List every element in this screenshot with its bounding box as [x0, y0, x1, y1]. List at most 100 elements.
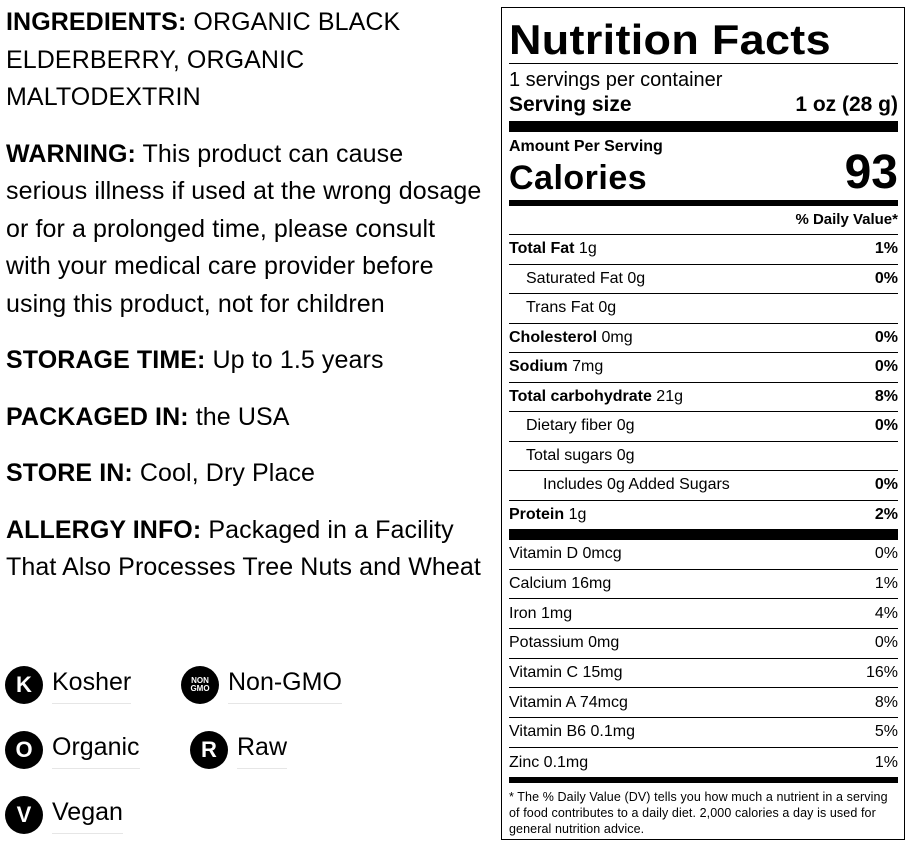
warning: WARNING: This product can cause serious … [6, 136, 486, 324]
vitamin-pct: 4% [874, 604, 898, 622]
vitamin-name: Calcium 16mg [509, 575, 612, 593]
organic-icon: O [5, 731, 43, 769]
nutrient-amount: 1g [574, 240, 597, 258]
ingredients-value: ORGANIC BLACK ELDERBERRY, ORGANIC MALTOD… [6, 8, 401, 111]
vitamin-row-vitamin-a: Vitamin A 74mcg 8% [509, 688, 898, 719]
vitamin-name: Vitamin C 15mg [509, 664, 623, 682]
ingredients: INGREDIENTS: ORGANIC BLACK ELDERBERRY, O… [6, 4, 486, 117]
badge-raw[interactable]: R Raw [190, 730, 288, 770]
vitamin-pct: 0% [874, 545, 898, 563]
nutrient-pct: 8% [874, 387, 898, 405]
vitamin-pct: 1% [874, 753, 898, 771]
calories-label: Calories [509, 159, 648, 197]
nutrient-name: Dietary fiber 0g [526, 417, 635, 435]
calories-value: 93 [844, 146, 898, 199]
nutrient-name: Total carbohydrate [509, 387, 652, 405]
nutrient-amount: 1g [564, 505, 587, 523]
vitamin-pct: 0% [874, 634, 898, 652]
vitamin-row-calcium: Calcium 16mg 1% [509, 570, 898, 600]
divider [509, 63, 898, 64]
vitamin-row-vitamin-c: Vitamin C 15mg 16% [509, 659, 898, 689]
nutrient-name: Cholesterol [509, 328, 598, 346]
nutrient-name: Total Fat [509, 240, 575, 258]
ingredients-label: INGREDIENTS: [6, 8, 187, 36]
nutrient-pct: 0% [874, 476, 898, 494]
packaged-in: PACKAGED IN: the USA [6, 399, 486, 437]
non-gmo-icon: NON GMO [181, 666, 219, 704]
nutrient-pct: 1% [874, 240, 898, 258]
nutrient-name: Saturated Fat 0g [526, 269, 646, 287]
badge-vegan-label: Vegan [52, 797, 123, 834]
nutrient-pct: 0% [874, 358, 898, 376]
nutrient-row-total-fat: Total Fat 1g 1% [509, 234, 898, 264]
nutrient-amount: 21g [651, 387, 683, 405]
vitamin-pct: 8% [874, 693, 898, 711]
nutrient-row-cholesterol: Cholesterol 0mg 0% [509, 322, 898, 353]
nutrient-name: Protein [509, 505, 565, 523]
badge-non-gmo-label: Non-GMO [228, 667, 342, 704]
vitamin-row-vitamin-b6: Vitamin B6 0.1mg 5% [509, 718, 898, 748]
nutrient-row-added-sugars: Includes 0g Added Sugars 0% [509, 470, 898, 500]
vitamin-pct: 16% [865, 664, 898, 682]
badge-kosher-label: Kosher [52, 667, 132, 704]
nutrient-name: Includes 0g Added Sugars [543, 476, 730, 494]
allergy-info: ALLERGY INFO: Packaged in a Facility Tha… [6, 512, 486, 587]
kosher-icon: K [5, 666, 43, 704]
badge-organic-label: Organic [52, 732, 140, 769]
product-details: INGREDIENTS: ORGANIC BLACK ELDERBERRY, O… [6, 4, 486, 606]
packaged-in-label: PACKAGED IN: [6, 402, 189, 431]
raw-icon: R [190, 731, 228, 769]
nutrient-row-saturated-fat: Saturated Fat 0g 0% [509, 263, 898, 294]
nutrient-pct: 0% [874, 417, 898, 435]
daily-value-header: % Daily Value* [795, 211, 898, 228]
vitamin-row-iron: Iron 1mg 4% [509, 599, 898, 630]
serving-size-label: Serving size [509, 93, 632, 116]
storage-time: STORAGE TIME: Up to 1.5 years [6, 342, 486, 380]
vitamin-name: Vitamin A 74mcg [509, 693, 628, 711]
badge-organic[interactable]: O Organic [5, 730, 140, 770]
servings-per-container: 1 servings per container [509, 69, 723, 91]
packaged-in-value: the USA [188, 402, 290, 431]
store-in-value: Cool, Dry Place [132, 459, 316, 487]
nutrient-row-trans-fat: Trans Fat 0g [509, 293, 898, 323]
nutrient-pct: 0% [874, 328, 898, 346]
vitamin-name: Vitamin B6 0.1mg [509, 723, 635, 741]
storage-time-value: Up to 1.5 years [205, 346, 384, 374]
vitamin-row-zinc: Zinc 0.1mg 1% [509, 748, 898, 778]
thick-divider [509, 529, 898, 540]
badge-kosher[interactable]: K Kosher [5, 665, 132, 705]
nutrient-amount: 0mg [597, 328, 633, 346]
non-gmo-icon-text: NON GMO [190, 676, 210, 693]
serving-size-value: 1 oz (28 g) [795, 93, 898, 116]
allergy-info-label: ALLERGY INFO: [6, 515, 202, 544]
nutrition-facts-panel: Nutrition Facts 1 servings per container… [501, 7, 905, 840]
badge-raw-label: Raw [237, 732, 288, 769]
badge-vegan[interactable]: V Vegan [5, 795, 123, 835]
nutrient-row-sodium: Sodium 7mg 0% [509, 352, 898, 382]
vitamin-row-potassium: Potassium 0mg 0% [509, 629, 898, 659]
store-in-label: STORE IN: [6, 459, 133, 487]
thick-divider [509, 776, 898, 783]
nutrient-row-protein: Protein 1g 2% [509, 499, 898, 530]
nutrient-name: Sodium [509, 358, 568, 376]
amount-per-serving: Amount Per Serving [509, 138, 663, 155]
badge-non-gmo[interactable]: NON GMO Non-GMO [181, 665, 342, 705]
vitamin-name: Vitamin D 0mcg [509, 545, 622, 563]
vitamin-pct: 5% [874, 723, 898, 741]
store-in: STORE IN: Cool, Dry Place [6, 455, 486, 493]
nutrition-facts-title: Nutrition Facts [509, 16, 831, 63]
nutrient-pct: 0% [874, 269, 898, 287]
nutrient-row-total-sugars: Total sugars 0g [509, 440, 898, 471]
serving-size-row: Serving size 1 oz (28 g) [509, 92, 898, 118]
vitamin-pct: 1% [874, 575, 898, 593]
vitamin-name: Potassium 0mg [509, 634, 620, 652]
vegan-icon: V [5, 796, 43, 834]
calories-row: Calories 93 [509, 148, 898, 198]
vitamin-name: Iron 1mg [509, 604, 573, 622]
nutrient-pct: 2% [874, 505, 898, 523]
nutrient-name: Total sugars 0g [526, 446, 635, 464]
nutrient-row-dietary-fiber: Dietary fiber 0g 0% [509, 411, 898, 441]
vitamin-row-vitamin-d: Vitamin D 0mcg 0% [509, 540, 898, 570]
thick-divider [509, 121, 898, 132]
allergy-info-value: Packaged in a Facility That Also Process… [6, 515, 481, 582]
